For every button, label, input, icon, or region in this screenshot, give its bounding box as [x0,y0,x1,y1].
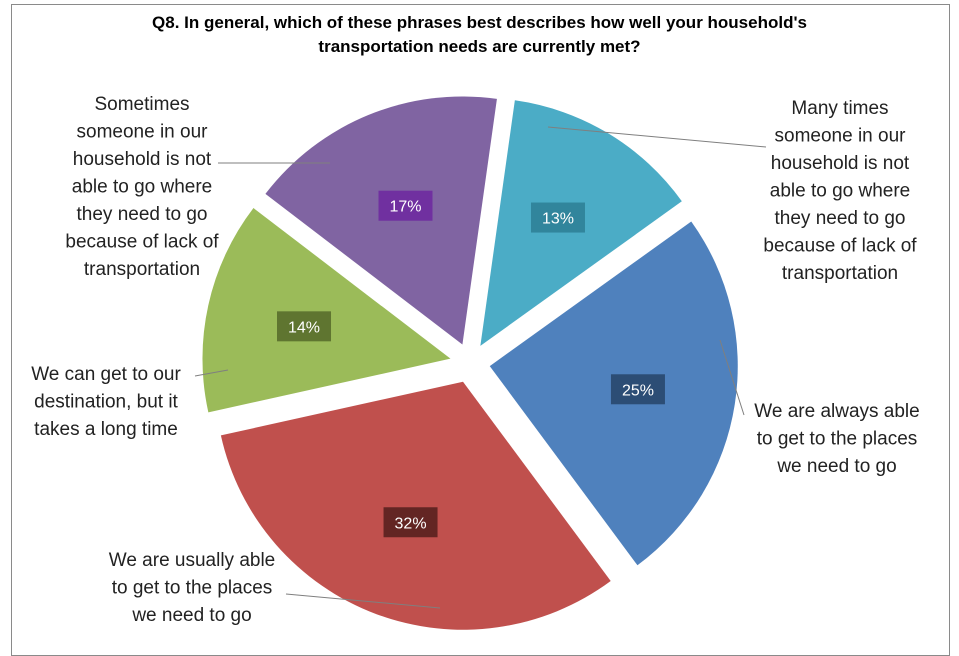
slice-category-label: We are usually able to get to the places w… [109,550,276,626]
percent-label: 14% [277,311,332,342]
slice-category-label: We are always able to get to the places we… [754,401,919,477]
slice-category-label: We can get to our destination, but it take… [31,364,181,440]
leader-line [547,126,767,148]
percent-label-box [383,507,438,538]
pie-slices [202,96,738,630]
percent-label-box [277,311,332,342]
pie-slice [202,208,451,413]
slice-label-line: we need to go [131,605,251,626]
percent-label-box [530,202,585,233]
slice-label-line: someone in our [775,126,907,147]
slice-label-line: We can get to our [31,364,181,385]
percent-label-text: 13% [542,211,574,228]
leader-lines [194,126,767,609]
leader-line [285,593,441,609]
slice-label-line: Sometimes [94,94,189,115]
leader-line [719,339,745,416]
percent-label-text: 25% [622,382,654,399]
slice-label-line: able to go where [72,177,213,198]
slice-label-line: able to go where [770,181,911,202]
slice-label-line: household is not [771,153,910,174]
percent-label-text: 14% [288,319,320,336]
slice-label-line: someone in our [77,122,209,143]
pie-slice [220,381,611,630]
slice-label-line: destination, but it [34,392,178,413]
slice-label-line: takes a long time [34,419,178,440]
percent-label: 13% [530,202,585,233]
chart-title: Q8. In general, which of these phrases b… [0,11,959,59]
percent-label: 17% [378,190,433,221]
slice-label-line: because of lack of [763,236,917,257]
slice-category-label: Sometimes someone in our household is not a… [65,94,219,280]
slice-label-line: household is not [73,149,212,170]
slice-label-line: to get to the places [112,578,273,599]
slice-label-line: to get to the places [757,429,918,450]
slice-label-line: they need to go [77,204,208,225]
slice-label-line: because of lack of [65,232,219,253]
leader-line [194,369,229,377]
slice-label-line: they need to go [775,208,906,229]
percent-label: 32% [383,507,438,538]
percent-label-text: 17% [389,199,421,216]
chart-title-line-1: Q8. In general, which of these phrases b… [152,13,807,32]
percent-label-box [378,190,433,221]
slice-category-label: Many times someone in our household is not… [763,98,917,284]
percent-label-box [610,374,665,405]
percent-label-text: 32% [395,515,427,532]
slice-label-line: Many times [791,98,888,119]
slice-label-line: we need to go [776,456,896,477]
slice-label-line: transportation [84,259,200,280]
chart-title-line-2: transportation needs are currently met? [318,37,641,56]
percent-label: 25% [610,374,665,405]
slice-label-line: We are usually able [109,550,276,571]
slice-label-line: transportation [782,263,898,284]
slice-label-line: We are always able [754,401,919,422]
slice-labels: Many times someone in our household is not… [31,94,920,626]
percent-labels: 13% 25% 32% 14% 17% [277,190,665,538]
